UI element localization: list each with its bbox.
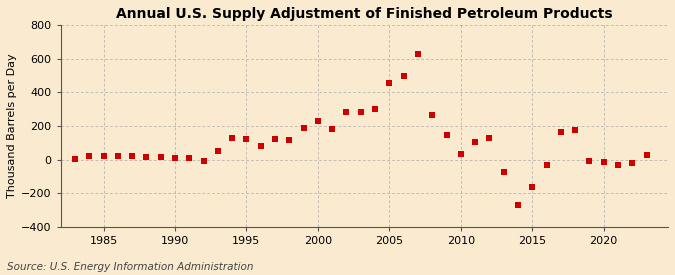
- Point: [584, 159, 595, 164]
- Point: [641, 152, 652, 157]
- Point: [141, 155, 152, 159]
- Point: [327, 127, 338, 131]
- Point: [298, 125, 309, 130]
- Point: [198, 159, 209, 164]
- Point: [484, 136, 495, 140]
- Point: [184, 156, 194, 160]
- Title: Annual U.S. Supply Adjustment of Finished Petroleum Products: Annual U.S. Supply Adjustment of Finishe…: [116, 7, 613, 21]
- Point: [169, 156, 180, 160]
- Point: [613, 163, 624, 167]
- Point: [213, 149, 223, 153]
- Point: [84, 154, 95, 158]
- Point: [427, 113, 437, 117]
- Point: [113, 154, 124, 158]
- Point: [255, 144, 266, 148]
- Point: [384, 81, 395, 85]
- Point: [456, 152, 466, 156]
- Point: [412, 51, 423, 56]
- Point: [98, 154, 109, 158]
- Point: [556, 130, 566, 134]
- Text: Source: U.S. Energy Information Administration: Source: U.S. Energy Information Administ…: [7, 262, 253, 272]
- Point: [269, 137, 280, 142]
- Point: [341, 110, 352, 115]
- Point: [512, 203, 523, 207]
- Point: [241, 136, 252, 141]
- Point: [313, 119, 323, 123]
- Point: [498, 170, 509, 174]
- Point: [155, 155, 166, 159]
- Point: [398, 74, 409, 78]
- Point: [227, 136, 238, 140]
- Point: [70, 156, 80, 161]
- Point: [470, 140, 481, 144]
- Point: [527, 185, 538, 189]
- Point: [598, 160, 609, 164]
- Point: [627, 161, 638, 165]
- Point: [355, 110, 366, 115]
- Y-axis label: Thousand Barrels per Day: Thousand Barrels per Day: [7, 54, 17, 198]
- Point: [127, 154, 138, 158]
- Point: [441, 133, 452, 138]
- Point: [284, 138, 295, 142]
- Point: [541, 163, 552, 167]
- Point: [570, 128, 580, 132]
- Point: [370, 107, 381, 111]
